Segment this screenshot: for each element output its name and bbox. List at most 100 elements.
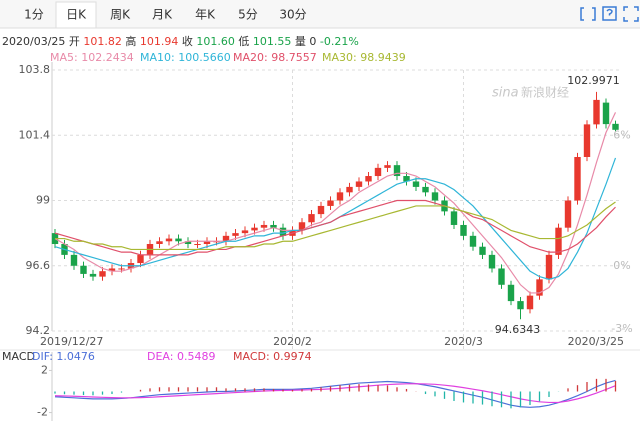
quote-value: 101.55 (253, 35, 292, 48)
y-tick-label: 94.2 (26, 324, 51, 337)
help-mark (606, 8, 613, 16)
candle-body (137, 254, 144, 264)
candle-body (384, 165, 391, 168)
candle-body (232, 233, 239, 236)
candle-body (374, 167, 382, 177)
y-tick-label: 101.4 (19, 128, 51, 141)
quote-row: 2020/03/25 开 101.82 高 101.94 收 101.60 低 … (2, 34, 359, 48)
candle-body (270, 224, 277, 228)
y-tick-label: 2 (41, 363, 48, 376)
candle-body (583, 124, 591, 157)
ma-legend-entry: MA10: 100.5660 (140, 51, 231, 64)
extreme-label: 94.6343 (495, 323, 541, 336)
y-tick-label: -2 (37, 406, 48, 419)
candle-body (431, 192, 439, 201)
quote-value: 101.82 (83, 35, 122, 48)
tab[interactable]: 日K (66, 8, 87, 22)
price-plot: 94.2 96.6 99 101.4 103.8 6% 0% -3% 2019/12/27 202… (19, 62, 633, 350)
candle-body (175, 238, 182, 242)
candle-body (498, 268, 505, 285)
candle-body (393, 165, 401, 177)
candle-body (412, 181, 420, 187)
macd-legend-entry: DEA: 0.5489 (147, 350, 215, 363)
candle-body (450, 211, 458, 225)
candle-body (241, 230, 249, 234)
fullscreen-icon[interactable] (623, 6, 639, 22)
tab[interactable]: 周K (110, 8, 131, 22)
candle-body (118, 268, 125, 270)
y2-tick-label: -3% (611, 322, 632, 335)
expand-icon[interactable] (580, 7, 596, 21)
candle-body (80, 265, 87, 274)
candle-body (526, 295, 534, 310)
candle-body (222, 235, 230, 242)
watermark-text: 新浪财经 (521, 85, 569, 100)
ma-legend: MA5: 102.2434 MA10: 100.5660 MA20: 98.7557… (50, 51, 406, 64)
tabs: 1分 日K 周K 月K 年K 5分 30分 (24, 1, 307, 29)
ma-legend-entry: MA20: 98.7557 (233, 51, 317, 64)
macd-line (54, 383, 616, 404)
quote-change: -0.21% (320, 35, 359, 48)
ma-legend-entry: MA5: 102.2434 (50, 51, 134, 64)
candle-body (469, 235, 477, 247)
tab[interactable]: 月K (152, 8, 173, 22)
candle-body (555, 227, 562, 255)
x-tick-label: 2020/3 (444, 335, 483, 348)
y-tick-label: 96.6 (26, 259, 51, 272)
quote-label: 低 (238, 35, 249, 48)
x-tick-label: 2020/2 (273, 335, 312, 348)
macd-title: MACD (2, 350, 35, 363)
candle-body (89, 273, 97, 277)
x-tick-label: 2019/12/27 (40, 335, 103, 348)
tab[interactable]: 年K (195, 8, 216, 22)
candle-body (545, 254, 553, 280)
y-tick-label: 103.8 (19, 63, 51, 76)
candle-body (156, 241, 163, 244)
ma-line (54, 199, 616, 256)
candle-body (70, 254, 78, 266)
candle-body (260, 224, 268, 228)
quote-value: 101.60 (196, 35, 235, 48)
ma-legend-entry: MA30: 98.9439 (322, 51, 406, 64)
y2-tick-label: 0% (613, 259, 630, 272)
candle-body (99, 271, 106, 277)
candle-body (251, 227, 258, 231)
candle-body (194, 244, 201, 245)
candle-body (564, 200, 572, 228)
candle-body (355, 181, 363, 187)
quote-label: 开 (69, 35, 80, 48)
candle-body (422, 186, 429, 193)
x-tick-label: 2020/3/25 (568, 335, 624, 348)
candle-body (479, 246, 486, 255)
candle-body (517, 301, 524, 310)
macd-legend-entry: MACD: 0.9974 (233, 350, 312, 363)
macd-plot: MACD 2 -2 DIF: 1.0476 DEA: 0.5489 MACD: 0.997… (2, 350, 617, 421)
quote-label: 收 (182, 34, 193, 48)
help-icon[interactable] (602, 6, 617, 21)
candle-body (336, 192, 344, 201)
candle-body (108, 268, 116, 272)
candle-body (346, 186, 353, 193)
toolbar-icons[interactable] (580, 6, 639, 22)
candle-body (298, 222, 306, 231)
candle-body (165, 238, 173, 242)
tab[interactable]: 30分 (279, 8, 306, 22)
candle-body (574, 157, 581, 201)
quote-date: 2020/03/25 (2, 35, 65, 48)
y-tick-label: 99 (36, 194, 50, 207)
quote-value: 0 (309, 35, 316, 48)
candle-body (460, 224, 467, 236)
candle-body (317, 205, 325, 215)
candle-body (365, 176, 372, 182)
tab[interactable]: 5分 (238, 8, 258, 22)
ma-line (54, 112, 617, 294)
extreme-label: 102.9971 (567, 74, 620, 87)
tab[interactable]: 1分 (24, 8, 44, 22)
candle-body (507, 284, 515, 302)
candle-body (488, 254, 496, 269)
candle-body (184, 241, 192, 244)
quote-label: 量 (295, 35, 306, 48)
macd-line (54, 379, 616, 408)
